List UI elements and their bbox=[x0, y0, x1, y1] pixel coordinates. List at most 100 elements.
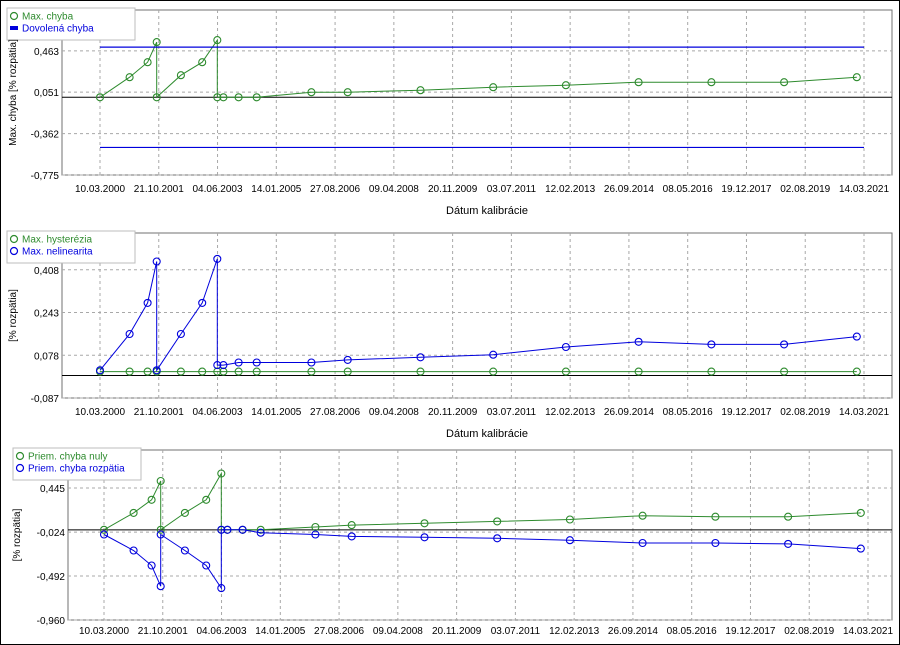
data-point bbox=[343, 367, 352, 376]
chart-panel-2: 10.03.2000 21.10.2001 04.06.2003 14.01.2005… bbox=[6, 230, 893, 440]
x-tick-label: 09.04.2008 bbox=[373, 626, 423, 637]
y-tick-label: 0,078 bbox=[34, 351, 59, 362]
x-tick-label: 03.07.2011 bbox=[491, 626, 541, 637]
x-tick-label: 03.07.2011 bbox=[487, 184, 537, 195]
data-point bbox=[493, 534, 502, 543]
plot-area bbox=[67, 449, 893, 621]
legend-marker bbox=[10, 26, 18, 30]
data-point bbox=[156, 530, 165, 539]
data-point bbox=[156, 582, 165, 591]
data-point bbox=[198, 58, 207, 67]
x-tick-label: 12.02.2013 bbox=[545, 184, 595, 195]
data-point bbox=[561, 342, 570, 352]
data-point bbox=[143, 367, 152, 376]
y-tick-label: -0,492 bbox=[37, 572, 66, 583]
data-point bbox=[125, 329, 134, 339]
legend-box bbox=[12, 447, 142, 481]
data-point bbox=[180, 546, 189, 555]
data-point bbox=[213, 93, 222, 102]
data-point bbox=[634, 367, 643, 376]
x-tick-label: 04.06.2003 bbox=[197, 626, 247, 637]
data-point bbox=[95, 366, 105, 375]
legend-label: Max. nelinearita bbox=[22, 247, 93, 258]
x-tick-label: 10.03.2000 bbox=[75, 184, 125, 195]
y-tick-label: 0,445 bbox=[40, 484, 65, 495]
data-point bbox=[252, 358, 261, 367]
x-tick-label: 26.09.2014 bbox=[604, 407, 654, 418]
data-point bbox=[125, 73, 134, 82]
data-point bbox=[707, 78, 716, 87]
series-line bbox=[99, 38, 857, 99]
data-point bbox=[561, 81, 570, 90]
x-tick-label: 04.06.2003 bbox=[193, 407, 243, 418]
data-point bbox=[217, 469, 226, 478]
data-point bbox=[99, 525, 109, 534]
data-point bbox=[176, 367, 185, 376]
legend-label: Priem. chyba rozpätia bbox=[28, 464, 125, 475]
series-1 bbox=[95, 36, 861, 102]
data-point bbox=[347, 521, 356, 530]
series-line bbox=[103, 529, 861, 590]
x-tick-label: 09.04.2008 bbox=[369, 184, 419, 195]
x-tick-label: 02.08.2019 bbox=[780, 184, 830, 195]
data-point bbox=[213, 361, 222, 370]
chart-panel-3: 10.03.2000 21.10.2001 04.06.2003 14.01.2005… bbox=[12, 447, 893, 637]
x-tick-label: 19.12.2017 bbox=[721, 407, 771, 418]
x-tick-label: 14.03.2021 bbox=[839, 407, 889, 418]
x-tick-label: 02.08.2019 bbox=[784, 626, 834, 637]
data-point bbox=[238, 525, 247, 534]
data-point bbox=[176, 71, 185, 80]
x-tick-label: 26.09.2014 bbox=[608, 626, 658, 637]
x-tick-label: 12.02.2013 bbox=[545, 407, 595, 418]
legend-marker bbox=[9, 246, 19, 256]
data-point bbox=[420, 533, 429, 542]
x-tick-label: 27.08.2006 bbox=[310, 184, 360, 195]
y-tick-label: 0,051 bbox=[34, 88, 59, 99]
data-point bbox=[780, 367, 789, 376]
y-axis-title: [% rozpätia] bbox=[8, 289, 19, 342]
legend-label: Priem. chyba nuly bbox=[28, 452, 107, 463]
data-point bbox=[711, 538, 720, 548]
y-tick-label: -0,775 bbox=[31, 171, 60, 182]
x-tick-label: 21.10.2001 bbox=[134, 184, 184, 195]
data-point bbox=[634, 78, 643, 87]
chart-panel-1: 10.03.2000 21.10.2001 04.06.2003 14.01.2005… bbox=[6, 7, 893, 217]
legend-marker bbox=[15, 463, 25, 473]
data-point bbox=[234, 358, 243, 367]
data-point bbox=[219, 361, 228, 370]
x-tick-label: 09.04.2008 bbox=[369, 407, 419, 418]
x-tick-label: 20.11.2009 bbox=[432, 626, 482, 637]
y-tick-label: -0,362 bbox=[31, 130, 60, 141]
data-point bbox=[347, 532, 356, 541]
data-point bbox=[219, 93, 228, 102]
plot-area bbox=[61, 232, 893, 399]
x-tick-label: 12.02.2013 bbox=[549, 626, 599, 637]
data-point bbox=[416, 86, 425, 95]
data-point bbox=[565, 536, 574, 545]
x-tick-label: 02.08.2019 bbox=[780, 407, 830, 418]
data-point bbox=[213, 36, 222, 45]
data-point bbox=[217, 525, 226, 534]
data-point bbox=[780, 78, 789, 87]
data-point bbox=[176, 329, 185, 339]
data-point bbox=[234, 93, 243, 102]
data-point bbox=[143, 298, 152, 307]
y-tick-label: 0,408 bbox=[34, 266, 59, 277]
data-point bbox=[852, 367, 861, 376]
data-point bbox=[252, 93, 261, 102]
data-point bbox=[493, 517, 502, 526]
data-point bbox=[784, 512, 793, 521]
data-point bbox=[307, 358, 316, 367]
data-point bbox=[489, 83, 498, 92]
x-tick-label: 10.03.2000 bbox=[75, 407, 125, 418]
data-point bbox=[416, 367, 425, 376]
x-tick-label: 03.07.2011 bbox=[487, 407, 537, 418]
data-point bbox=[152, 38, 161, 47]
x-tick-label: 14.03.2021 bbox=[843, 626, 893, 637]
series-line bbox=[99, 258, 857, 372]
data-point bbox=[565, 515, 574, 524]
legend-label: Max. chyba bbox=[22, 12, 74, 23]
